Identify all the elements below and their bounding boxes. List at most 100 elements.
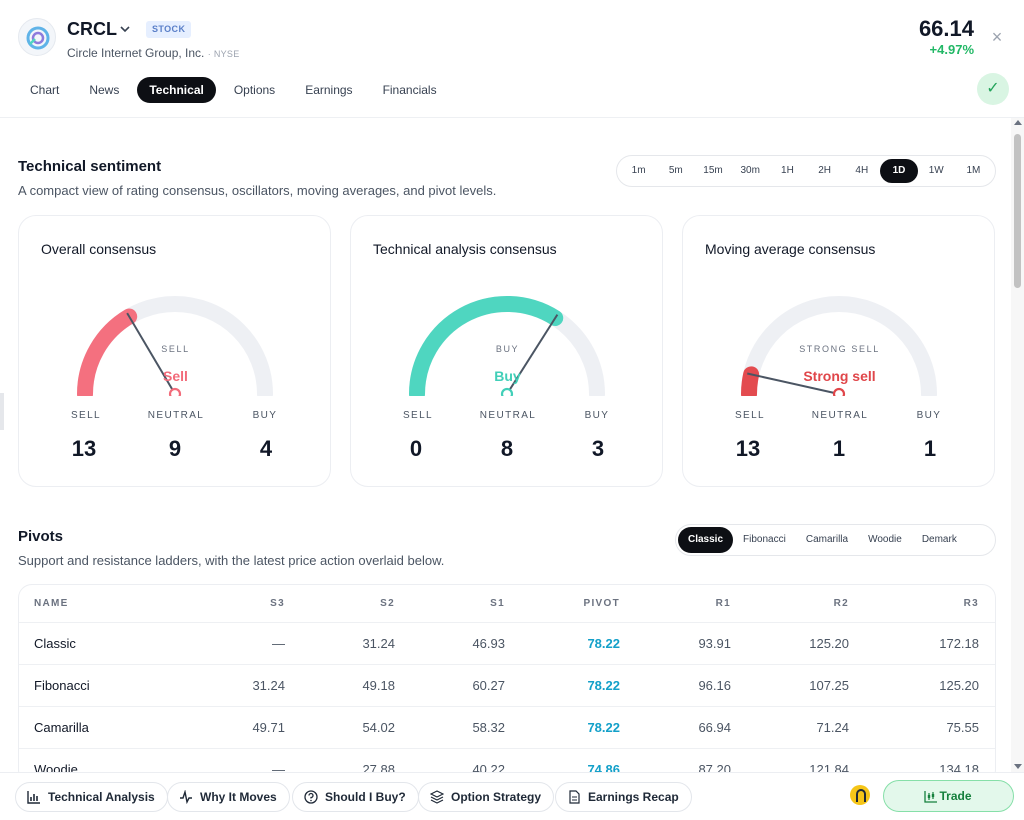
exchange-label: · NYSE <box>207 49 240 59</box>
scroll-up-arrow-icon[interactable] <box>1014 120 1022 125</box>
asset-type-badge: STOCK <box>146 21 192 38</box>
column-header: R3 <box>963 598 979 609</box>
why-it-moves-button[interactable]: Why It Moves <box>167 782 290 812</box>
tab-earnings[interactable]: Earnings <box>305 83 353 97</box>
cell-r2: 71.24 <box>816 720 849 735</box>
sell-label: SELL <box>734 410 766 421</box>
timeframe-4h[interactable]: 4H <box>855 165 869 176</box>
pivot-method-fibonacci[interactable]: Fibonacci <box>743 534 786 545</box>
timeframe-1w[interactable]: 1W <box>928 165 944 176</box>
timeframe-1m[interactable]: 1m <box>631 165 646 176</box>
pivot-method-camarilla[interactable]: Camarilla <box>805 534 849 545</box>
technical-analysis-button[interactable]: Technical Analysis <box>15 782 168 812</box>
timeframe-5m[interactable]: 5m <box>668 165 683 176</box>
table-row: Fibonacci 31.24 49.18 60.27 78.22 96.16 … <box>19 665 995 707</box>
cell-r1: 96.16 <box>698 678 731 693</box>
section-tabs: Chart News Technical Options Earnings Fi… <box>18 77 449 103</box>
timeframe-1mo[interactable]: 1M <box>966 165 981 176</box>
bottom-action-bar: Technical Analysis Why It Moves Should I… <box>0 772 1024 820</box>
cell-r3: 125.20 <box>939 678 979 693</box>
gauge-value: Sell <box>163 368 188 384</box>
chip-label: Why It Moves <box>200 790 277 804</box>
gauge-value: Strong sell <box>803 368 876 384</box>
cell-pivot: 78.22 <box>587 678 620 693</box>
column-header: R2 <box>833 598 849 609</box>
pivots-subtitle: Support and resistance ladders, with the… <box>18 553 445 568</box>
tab-financials[interactable]: Financials <box>382 83 437 97</box>
cell-s1: 58.32 <box>472 720 505 735</box>
candlestick-icon <box>924 791 937 803</box>
gauge-fill-arc <box>77 308 138 396</box>
gauge-chart <box>741 296 937 396</box>
cell-s1: 60.27 <box>472 678 505 693</box>
consensus-card-technical: Technical analysis consensus BUY Buy SEL… <box>350 215 663 487</box>
close-icon[interactable]: × <box>991 27 1003 47</box>
neutral-label: NEUTRAL <box>811 410 869 421</box>
scrollbar[interactable] <box>1011 118 1024 772</box>
tab-news[interactable]: News <box>89 83 120 97</box>
column-header: R1 <box>715 598 731 609</box>
earnings-recap-button[interactable]: Earnings Recap <box>555 782 692 812</box>
option-strategy-button[interactable]: Option Strategy <box>418 782 555 812</box>
cell-s2: 54.02 <box>362 720 395 735</box>
pivot-method-woodie[interactable]: Woodie <box>868 534 902 545</box>
gauge-track <box>741 296 937 396</box>
timeframe-1d[interactable]: 1D <box>880 159 918 183</box>
cell-s2: 49.18 <box>362 678 395 693</box>
sell-label: SELL <box>70 410 102 421</box>
pulse-icon <box>180 790 192 804</box>
ticker-symbol[interactable]: CRCL <box>67 19 117 39</box>
chevron-down-icon[interactable] <box>119 23 131 35</box>
scroll-thumb[interactable] <box>1014 134 1021 288</box>
rewards-coin-icon[interactable] <box>850 785 870 805</box>
tab-options[interactable]: Options <box>233 83 276 97</box>
card-title: Overall consensus <box>41 241 157 257</box>
table-row: Classic — 31.24 46.93 78.22 93.91 125.20… <box>19 623 995 665</box>
trade-label: Trade <box>939 789 972 803</box>
neutral-count: 9 <box>168 436 182 461</box>
neutral-label: NEUTRAL <box>147 410 205 421</box>
gauge-needle-pivot <box>500 387 514 396</box>
tab-chart[interactable]: Chart <box>30 83 60 97</box>
timeframe-30m[interactable]: 30m <box>740 165 760 176</box>
chip-label: Technical Analysis <box>48 790 155 804</box>
sell-count: 13 <box>71 436 97 461</box>
gauge-chart <box>409 296 605 396</box>
neutral-count: 1 <box>832 436 846 461</box>
cell-r3: 172.18 <box>939 636 979 651</box>
trade-button[interactable]: Trade <box>883 780 1014 812</box>
cell-r3: 75.55 <box>946 720 979 735</box>
timeframe-1h[interactable]: 1H <box>781 165 794 176</box>
layers-icon <box>430 790 444 804</box>
gauge-needle <box>506 314 559 395</box>
cell-s1: 46.93 <box>472 636 505 651</box>
circle-logo-icon <box>26 26 50 50</box>
question-icon <box>304 790 318 804</box>
scroll-down-arrow-icon[interactable] <box>1014 764 1022 769</box>
chip-label: Earnings Recap <box>588 790 679 804</box>
pivot-method-demark[interactable]: Demark <box>921 534 957 545</box>
should-i-buy-button[interactable]: Should I Buy? <box>292 782 419 812</box>
cell-r1: 66.94 <box>698 720 731 735</box>
timeframe-15m[interactable]: 15m <box>703 165 723 176</box>
cell-r2: 125.20 <box>809 636 849 651</box>
pivots-title: Pivots <box>18 528 64 545</box>
pivots-table: NAME S3 S2 S1 PIVOT R1 R2 R3 Classic — 3… <box>18 584 996 784</box>
row-name: Camarilla <box>34 720 89 735</box>
buy-label: BUY <box>916 410 942 421</box>
bar-chart-icon <box>27 791 40 804</box>
sentiment-subtitle: A compact view of rating consensus, osci… <box>18 183 497 198</box>
check-icon[interactable]: ✓ <box>977 73 1009 105</box>
pivot-method-classic[interactable]: Classic <box>678 527 734 553</box>
cell-s2: 31.24 <box>362 636 395 651</box>
last-price: 66.14 <box>918 16 974 41</box>
gauge-needle <box>747 372 840 395</box>
cell-s3: 49.71 <box>252 720 285 735</box>
side-handle[interactable] <box>0 393 4 430</box>
document-icon <box>569 790 580 804</box>
cell-r1: 93.91 <box>698 636 731 651</box>
timeframe-2h[interactable]: 2H <box>818 165 832 176</box>
tab-technical[interactable]: Technical <box>137 77 216 103</box>
consensus-card-overall: Overall consensus SELL Sell SELL NEUTRAL… <box>18 215 331 487</box>
sentiment-title: Technical sentiment <box>18 158 162 175</box>
